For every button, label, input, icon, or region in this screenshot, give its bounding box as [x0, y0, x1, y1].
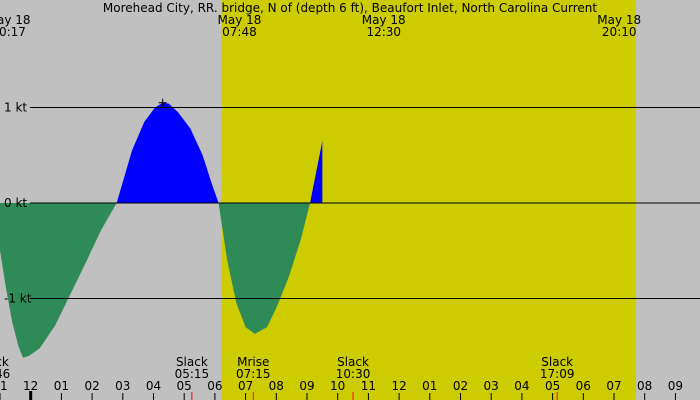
event-label-2: Mrise: [237, 355, 269, 369]
ebb-area-0: [0, 203, 117, 358]
flood-area-3: [310, 140, 323, 203]
chart-title: Morehead City, RR. bridge, N of (depth 6…: [103, 1, 597, 15]
hour-axis: 11 12 01 02 03 04 05 06 07 08 09 10 11 12 01 02 03 04 05 06…: [0, 379, 683, 400]
daylight-band: [221, 0, 637, 400]
top-label-date-0: May 18: [0, 13, 31, 27]
hour-label-17: 04: [514, 379, 529, 393]
event-time-3: 10:30: [336, 367, 371, 381]
top-label-date-1: May 18: [218, 13, 262, 27]
y-label-2: -1 kt: [4, 292, 32, 306]
top-label-date-3: May 18: [597, 13, 641, 27]
hour-label-2: 01: [54, 379, 69, 393]
hour-label-22: 09: [668, 379, 683, 393]
hour-label-5: 04: [146, 379, 161, 393]
hour-label-13: 12: [391, 379, 406, 393]
current-area: [0, 102, 323, 358]
hour-label-9: 08: [269, 379, 284, 393]
y-label-1: 0 kt: [4, 196, 27, 210]
hour-label-4: 03: [115, 379, 130, 393]
hour-label-19: 06: [576, 379, 591, 393]
hour-label-21: 08: [637, 379, 652, 393]
event-label-3: Slack: [337, 355, 369, 369]
event-time-0: 22:46: [0, 367, 10, 381]
top-label-time-1: 07:48: [222, 25, 257, 39]
hour-label-15: 02: [453, 379, 468, 393]
hour-label-20: 07: [606, 379, 621, 393]
bottom-labels: Slack22:46Slack05:15Mrise07:15Slack10:30…: [0, 355, 575, 400]
hour-label-7: 06: [207, 379, 222, 393]
event-time-2: 07:15: [236, 367, 271, 381]
event-label-1: Slack: [176, 355, 208, 369]
event-time-1: 05:15: [175, 367, 210, 381]
y-label-0: 1 kt: [4, 101, 27, 115]
top-label-time-3: 20:10: [602, 25, 637, 39]
hour-label-1: 12: [23, 379, 38, 393]
ebb-area-2: [218, 203, 311, 334]
event-label-0: Slack: [0, 355, 9, 369]
event-time-4: 17:09: [540, 367, 575, 381]
top-label-time-0: 00:17: [0, 25, 26, 39]
hour-label-12: 11: [361, 379, 376, 393]
hour-label-3: 02: [84, 379, 99, 393]
hour-label-10: 09: [299, 379, 314, 393]
event-label-4: Slack: [541, 355, 573, 369]
flood-area-1: [116, 102, 219, 203]
hour-label-0: 11: [0, 379, 8, 393]
hour-label-11: 10: [330, 379, 345, 393]
top-label-time-2: 12:30: [366, 25, 401, 39]
hour-label-16: 03: [484, 379, 499, 393]
hour-label-14: 01: [422, 379, 437, 393]
hour-label-8: 07: [238, 379, 253, 393]
hour-label-6: 05: [177, 379, 192, 393]
gridlines: 1 kt 0 kt -1 kt: [4, 98, 700, 306]
hour-label-18: 05: [545, 379, 560, 393]
top-label-date-2: May 18: [362, 13, 406, 27]
